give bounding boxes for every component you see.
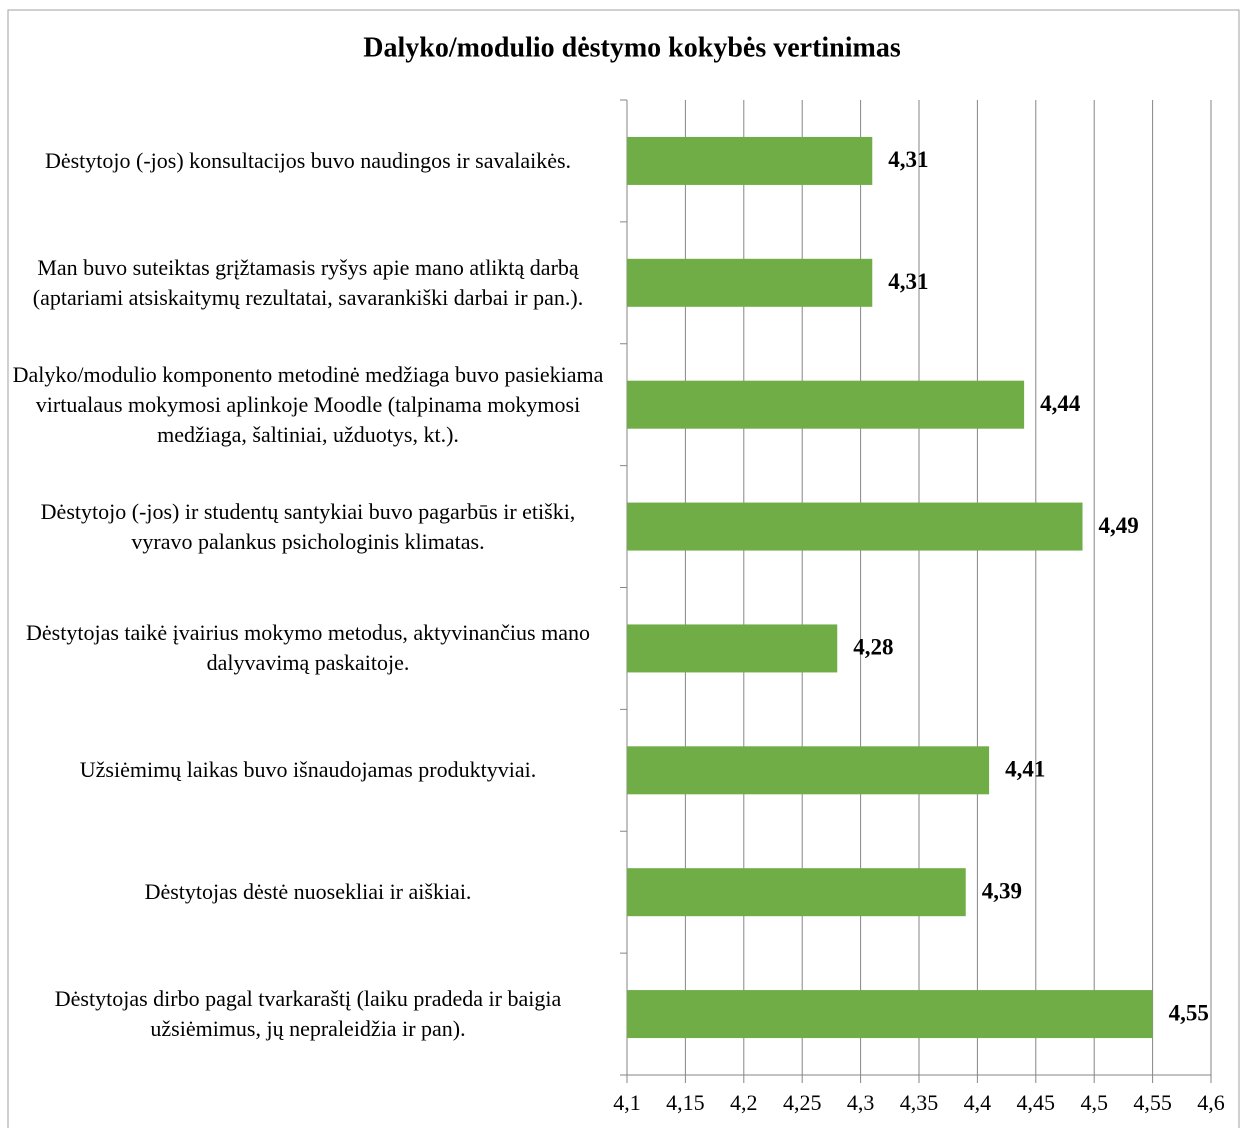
data-label: 4,55 xyxy=(1169,1000,1209,1025)
data-label: 4,39 xyxy=(982,878,1022,903)
y-tick-label: Dėstytojas dėstė nuosekliai ir aiškiai. xyxy=(144,879,472,905)
y-tick-label: Dalyko/modulio komponento metodinė medži… xyxy=(12,361,604,447)
x-tick-label: 4,45 xyxy=(1017,1090,1056,1115)
x-tick-label: 4,2 xyxy=(730,1090,758,1115)
y-tick-label: Dėstytojo (-jos) ir studentų santykiai b… xyxy=(40,498,576,554)
data-label: 4,31 xyxy=(888,269,928,294)
chart-title: Dalyko/modulio dėstymo kokybės vertinima… xyxy=(363,32,901,63)
data-label: 4,28 xyxy=(853,635,893,660)
x-tick-label: 4,25 xyxy=(783,1090,822,1115)
bar xyxy=(627,746,990,795)
x-tick-label: 4,15 xyxy=(666,1090,705,1115)
y-tick-label: Užsiėmimų laikas buvo išnaudojamas produ… xyxy=(79,757,537,783)
data-label: 4,44 xyxy=(1040,391,1081,416)
data-label: 4,41 xyxy=(1005,757,1045,782)
bar xyxy=(627,258,873,307)
y-tick-label: Dėstytojo (-jos) konsultacijos buvo naud… xyxy=(44,147,572,173)
bar xyxy=(627,136,873,185)
bar xyxy=(627,502,1083,551)
chart-border xyxy=(7,9,1240,1128)
y-tick-label: Man buvo suteiktas grįžtamasis ryšys api… xyxy=(32,254,584,310)
data-label: 4,49 xyxy=(1099,513,1139,538)
x-tick-label: 4,6 xyxy=(1197,1090,1225,1115)
x-tick-label: 4,4 xyxy=(964,1090,992,1115)
x-tick-label: 4,3 xyxy=(847,1090,875,1115)
bar xyxy=(627,990,1153,1039)
x-tick-label: 4,5 xyxy=(1080,1090,1108,1115)
bar xyxy=(627,380,1025,429)
bar xyxy=(627,868,966,917)
x-tick-label: 4,35 xyxy=(900,1090,939,1115)
data-label: 4,31 xyxy=(888,147,928,172)
x-tick-label: 4,55 xyxy=(1133,1090,1172,1115)
x-tick-label: 4,1 xyxy=(613,1090,641,1115)
y-tick-label: Dėstytojas dirbo pagal tvarkaraštį (laik… xyxy=(54,986,562,1042)
y-tick-label: Dėstytojas taikė įvairius mokymo metodus… xyxy=(26,620,590,676)
bar xyxy=(627,624,838,673)
